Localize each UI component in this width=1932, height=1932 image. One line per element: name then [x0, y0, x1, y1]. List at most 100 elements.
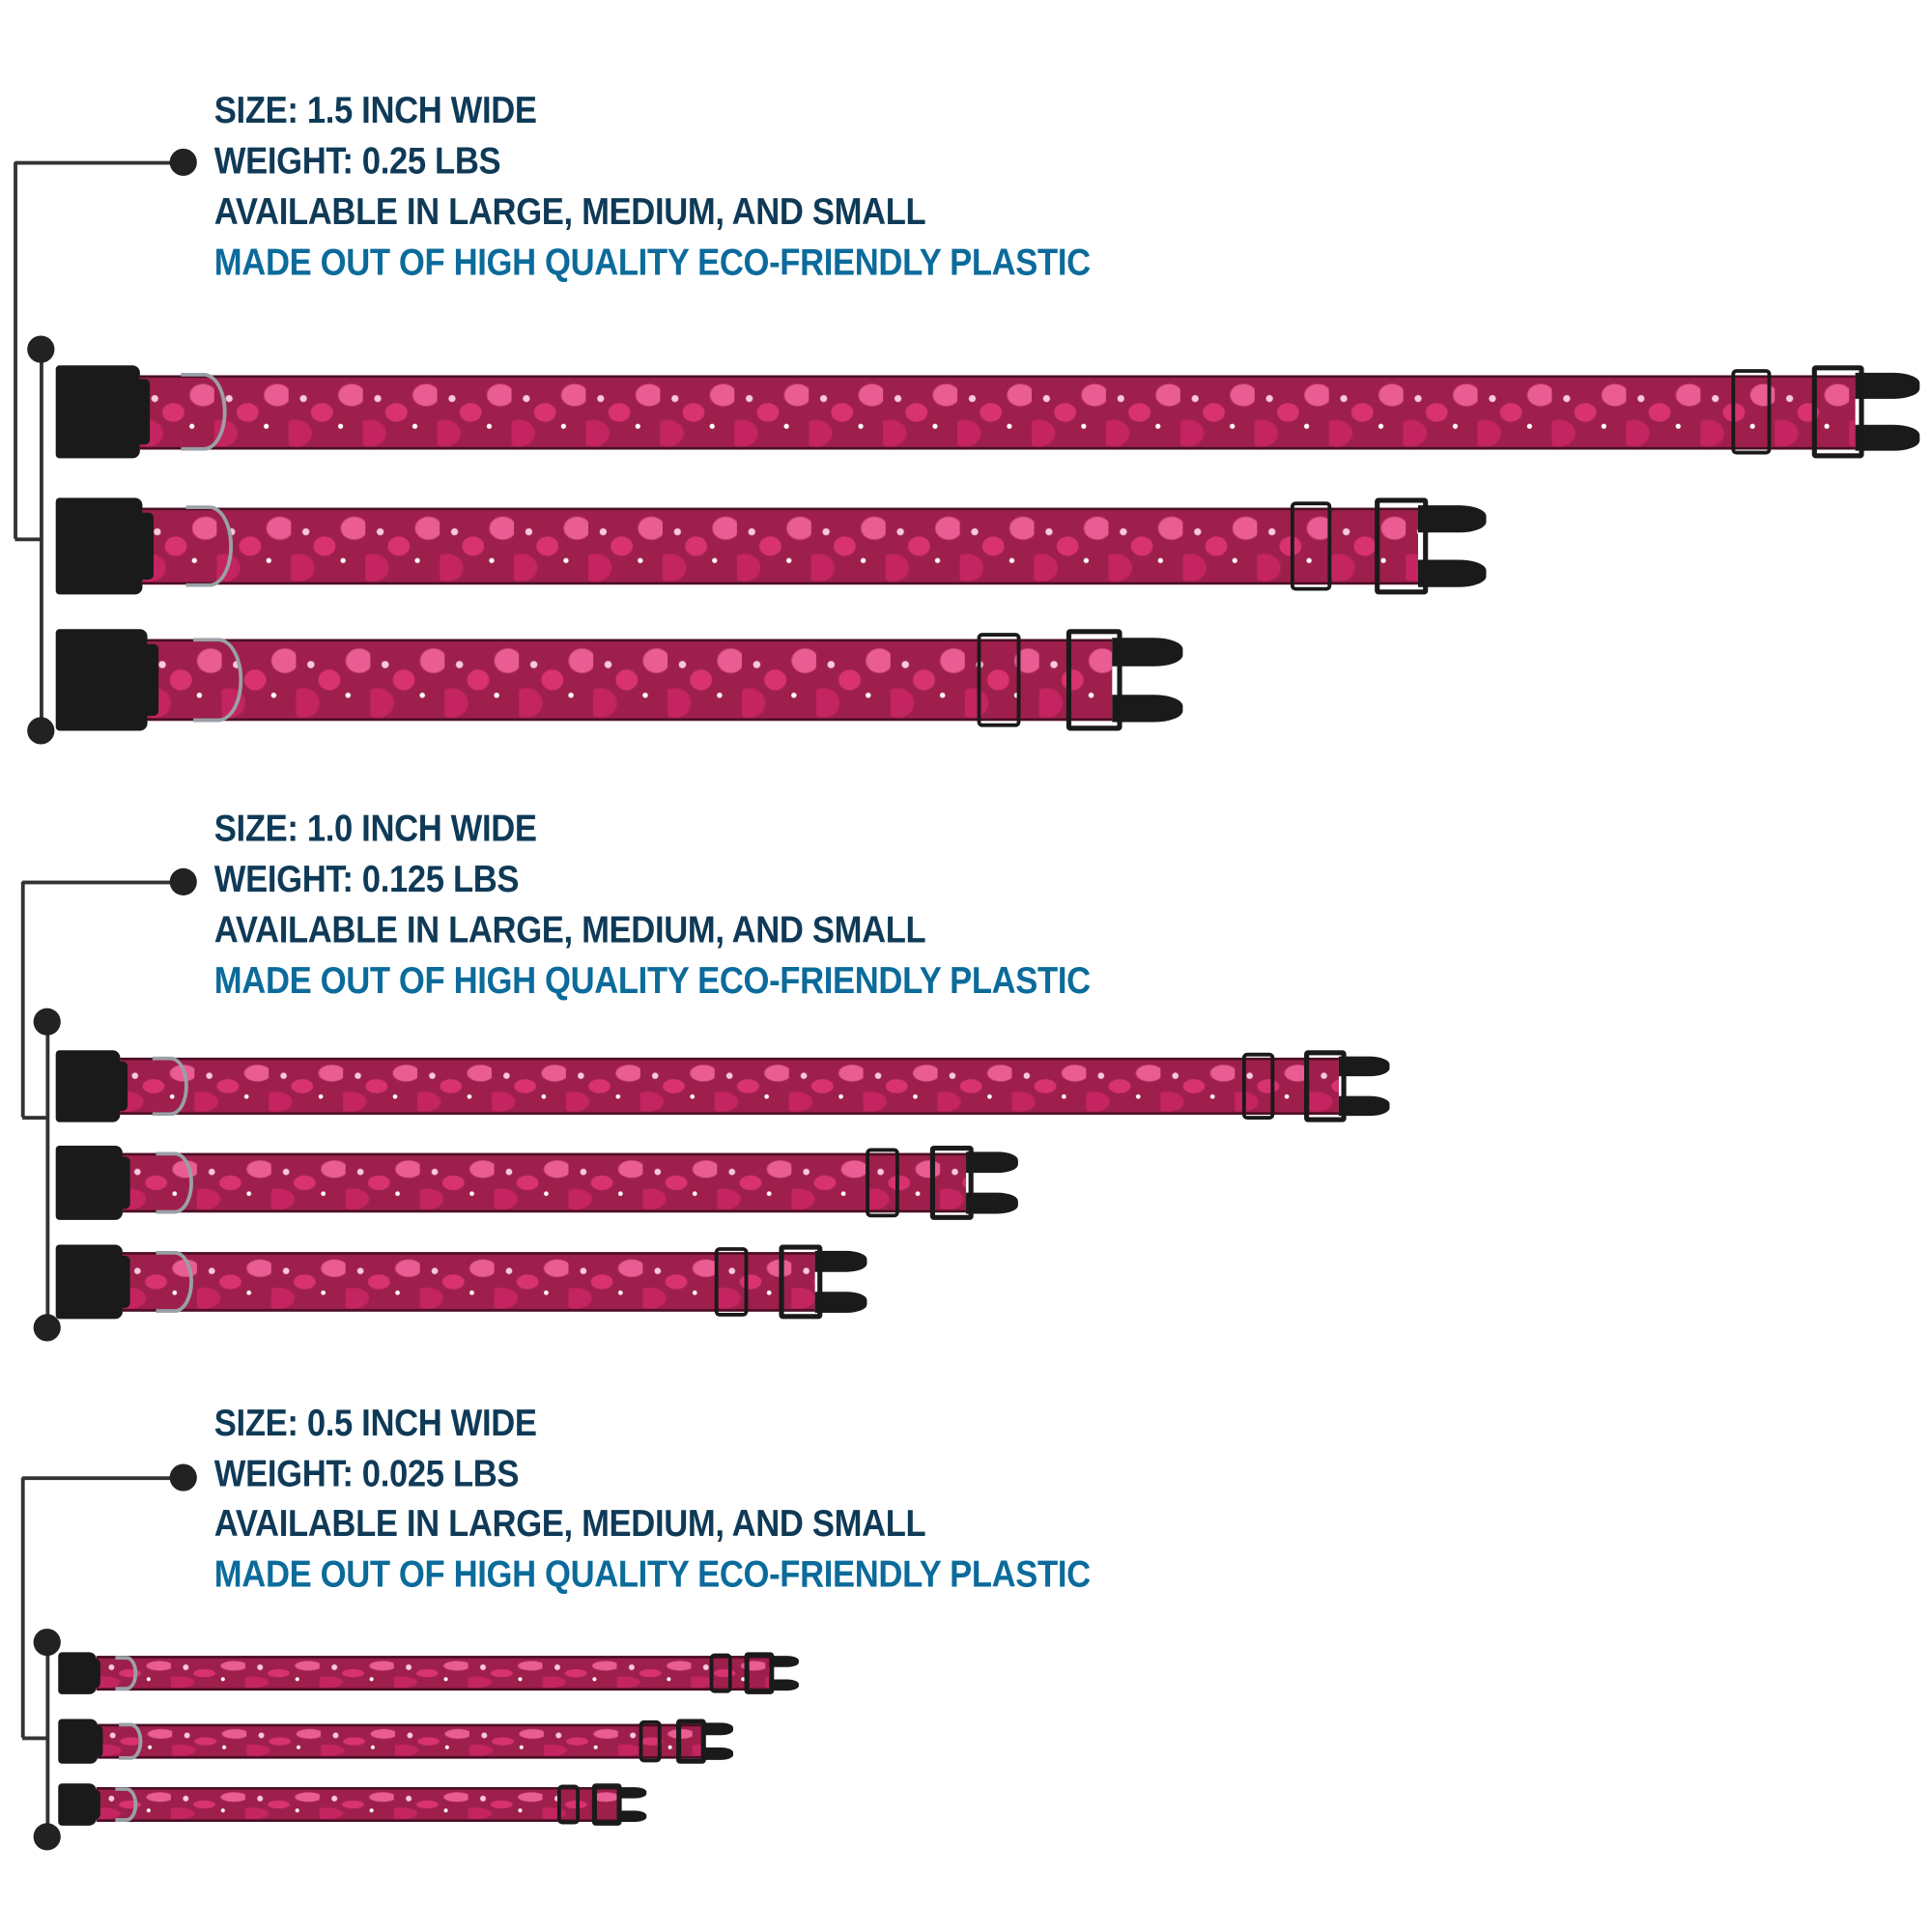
floral-strap — [142, 507, 1419, 585]
male-buckle — [55, 497, 154, 595]
bracket-dot — [33, 1823, 61, 1851]
buckle-prong — [1854, 372, 1920, 399]
buckle-prong — [701, 1747, 734, 1761]
female-buckle — [676, 1719, 707, 1764]
d-ring — [115, 1655, 138, 1691]
bracket-line — [45, 1021, 50, 1328]
female-buckle — [1375, 497, 1429, 595]
d-ring — [192, 637, 242, 724]
size-label: SIZE: 1.0 INCH WIDE — [213, 809, 537, 850]
collar-small — [55, 629, 1183, 731]
slider-loop — [866, 1149, 899, 1217]
male-buckle — [55, 365, 149, 459]
weight-label: WEIGHT: 0.125 LBS — [213, 859, 520, 901]
bracket-dot — [27, 335, 55, 363]
bracket-dot — [33, 1314, 61, 1342]
buckle-prong — [1418, 505, 1487, 533]
bracket-dot — [169, 1463, 197, 1492]
buckle-prong — [1854, 424, 1920, 451]
female-buckle — [1304, 1050, 1347, 1122]
buckle-prong — [814, 1250, 867, 1272]
male-buckle — [58, 1783, 100, 1826]
d-ring — [153, 1056, 189, 1117]
d-ring — [115, 1786, 138, 1823]
buckle-prong — [769, 1679, 799, 1691]
collar-medium — [58, 1719, 734, 1764]
material-label: MADE OUT OF HIGH QUALITY ECO-FRIENDLY PL… — [213, 960, 1091, 1003]
size-label: SIZE: 0.5 INCH WIDE — [213, 1403, 537, 1444]
buckle-prong — [966, 1193, 1018, 1214]
size-label: SIZE: 1.5 INCH WIDE — [213, 90, 537, 131]
male-buckle — [55, 1145, 131, 1220]
bracket-line — [14, 161, 17, 539]
floral-strap — [122, 1152, 967, 1213]
bracket-line — [20, 1477, 25, 1738]
buckle-prong — [616, 1786, 647, 1799]
buckle-prong — [701, 1722, 734, 1736]
material-label: MADE OUT OF HIGH QUALITY ECO-FRIENDLY PL… — [213, 1554, 1091, 1596]
slider-loop — [1731, 369, 1772, 455]
collar-small — [55, 1244, 867, 1320]
weight-label: WEIGHT: 0.025 LBS — [213, 1454, 520, 1495]
buckle-prong — [1111, 637, 1183, 667]
slider-loop — [714, 1247, 749, 1317]
bracket-line — [14, 537, 43, 542]
floral-strap — [96, 1656, 770, 1690]
buckle-prong — [616, 1810, 647, 1823]
female-buckle — [779, 1244, 823, 1320]
collar-large — [55, 1050, 1390, 1122]
bracket-dot — [33, 1628, 61, 1657]
slider-loop — [1241, 1053, 1275, 1120]
d-ring — [118, 1722, 143, 1761]
bracket-line — [22, 880, 184, 885]
bracket-line — [22, 1736, 47, 1741]
slider-loop — [556, 1784, 580, 1825]
bracket-line — [14, 160, 184, 165]
d-ring — [181, 372, 227, 451]
male-buckle — [55, 1050, 128, 1122]
buckle-prong — [1339, 1095, 1390, 1117]
slider-loop — [1290, 501, 1332, 591]
material-label: MADE OUT OF HIGH QUALITY ECO-FRIENDLY PL… — [213, 242, 1091, 284]
floral-strap — [122, 1252, 815, 1312]
female-buckle — [1065, 629, 1122, 731]
male-buckle — [58, 1719, 104, 1764]
buckle-prong — [769, 1655, 799, 1668]
slider-loop — [639, 1720, 663, 1762]
male-buckle — [55, 1244, 131, 1320]
availability-label: AVAILABLE IN LARGE, MEDIUM, AND SMALL — [213, 910, 926, 952]
bracket-line — [22, 1116, 47, 1121]
floral-strap — [96, 1787, 617, 1822]
buckle-prong — [1339, 1056, 1390, 1076]
bracket-dot — [33, 1008, 61, 1036]
collar-large — [55, 365, 1920, 459]
female-buckle — [744, 1652, 774, 1694]
male-buckle — [58, 1652, 100, 1694]
bracket-line — [45, 1642, 50, 1837]
collar-large — [58, 1652, 799, 1694]
female-buckle — [592, 1783, 622, 1826]
buckle-prong — [814, 1292, 867, 1314]
female-buckle — [1812, 365, 1864, 459]
bracket-line — [20, 881, 25, 1118]
availability-label: AVAILABLE IN LARGE, MEDIUM, AND SMALL — [213, 191, 926, 234]
collar-medium — [55, 1145, 1018, 1220]
d-ring — [156, 1151, 194, 1214]
collar-small — [58, 1783, 647, 1826]
floral-strap — [120, 1057, 1340, 1116]
female-buckle — [929, 1145, 974, 1220]
floral-strap — [139, 374, 1855, 449]
availability-label: AVAILABLE IN LARGE, MEDIUM, AND SMALL — [213, 1503, 926, 1545]
buckle-prong — [1111, 694, 1183, 724]
floral-strap — [98, 1723, 702, 1760]
bracket-dot — [27, 717, 55, 745]
male-buckle — [55, 629, 158, 731]
weight-label: WEIGHT: 0.25 LBS — [213, 141, 501, 183]
floral-strap — [147, 639, 1112, 721]
bracket-line — [40, 349, 43, 731]
buckle-prong — [966, 1151, 1018, 1173]
slider-loop — [977, 633, 1021, 727]
collar-medium — [55, 497, 1487, 595]
d-ring — [185, 505, 234, 587]
